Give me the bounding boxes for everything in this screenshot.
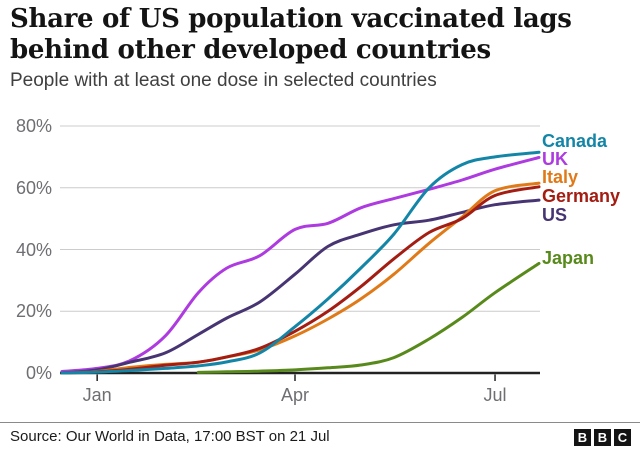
series-line-us xyxy=(60,198,541,375)
bbc-logo-letter-block: C xyxy=(614,429,631,446)
series-label-japan: Japan xyxy=(542,248,595,268)
series-label-italy: Italy xyxy=(542,167,579,187)
series-label-canada: Canada xyxy=(542,131,608,151)
series-line-uk xyxy=(60,156,541,373)
data-series-lines xyxy=(60,150,541,375)
chart-header: Share of US population vaccinated lags b… xyxy=(10,4,632,92)
bbc-logo-letter-block: B xyxy=(574,429,591,446)
footer-divider xyxy=(0,422,640,423)
gridlines xyxy=(60,125,540,375)
chart-title-line2: behind other developed countries xyxy=(10,35,491,65)
series-line-italy xyxy=(60,181,541,375)
source-attribution: Source: Our World in Data, 17:00 BST on … xyxy=(10,428,330,445)
series-line-germany xyxy=(60,185,541,375)
x-axis-tick-label: Jul xyxy=(483,385,507,405)
y-axis-tick-label: 0% xyxy=(25,363,52,383)
series-label-uk: UK xyxy=(542,149,568,169)
y-axis-tick-label: 80% xyxy=(15,116,52,136)
x-axis-tick-label: Apr xyxy=(280,385,309,405)
chart-title-line1: Share of US population vaccinated lags xyxy=(10,4,572,34)
series-label-germany: Germany xyxy=(542,186,621,206)
axis-tick-marks xyxy=(96,374,496,381)
y-axis-tick-label: 60% xyxy=(15,177,52,198)
x-axis-tick-label: Jan xyxy=(82,385,112,405)
y-axis-tick-label: 40% xyxy=(15,239,52,260)
chart-title: Share of US population vaccinated lags b… xyxy=(10,4,632,66)
bbc-logo-letter-block: B xyxy=(594,429,611,446)
chart-subtitle: People with at least one dose in selecte… xyxy=(10,70,437,91)
y-axis-tick-label: 20% xyxy=(15,301,52,322)
series-label-us: US xyxy=(542,205,568,225)
series-line-canada xyxy=(60,150,541,375)
series-line-japan xyxy=(196,261,541,374)
